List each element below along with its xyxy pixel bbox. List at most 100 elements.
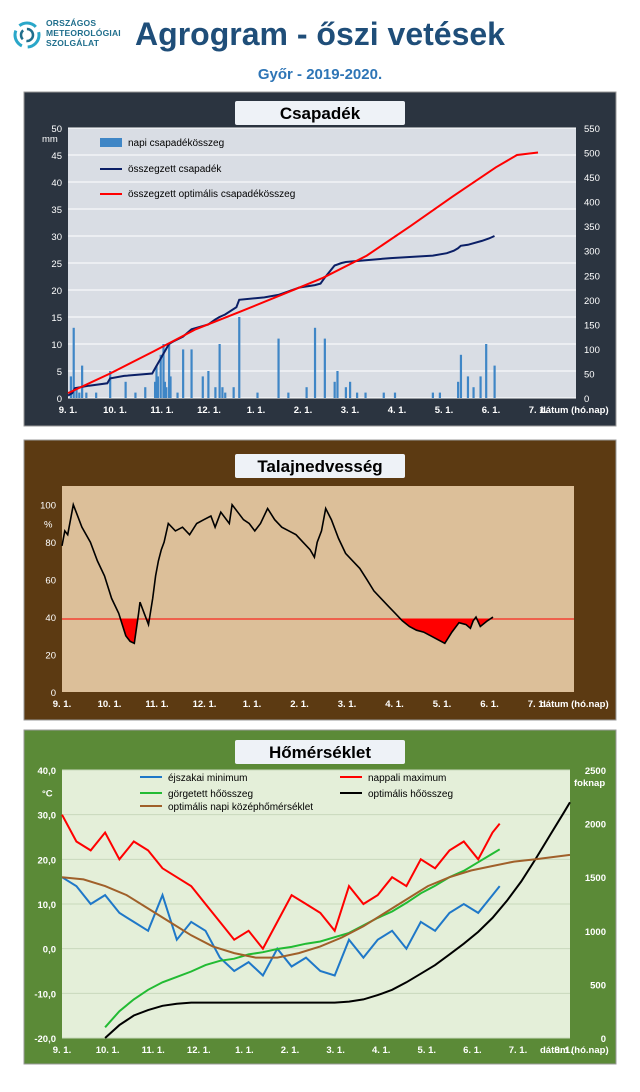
temp-y2-tick: 2000 — [585, 820, 606, 831]
temp-x-tick: 11. 1. — [142, 1045, 165, 1056]
precip-bar — [238, 317, 241, 398]
precip-y2-tick: 400 — [584, 198, 600, 209]
temp-legend-label: optimális napi középhőmérséklet — [168, 802, 313, 813]
soil-y-tick: 60 — [45, 576, 56, 587]
precip-bar — [169, 376, 172, 398]
precip-x-tick: 11. 1. — [150, 405, 173, 416]
precip-bar — [393, 392, 397, 398]
precip-bar — [75, 387, 78, 398]
soil-x-tick: 4. 1. — [385, 699, 404, 710]
precip-title: Csapadék — [280, 104, 361, 123]
precip-y-tick: 40 — [51, 178, 62, 189]
logo-line-2: METEOROLÓGIAI — [46, 28, 121, 38]
precip-y-tick: 0 — [57, 394, 62, 405]
precip-bar — [168, 344, 171, 398]
precip-y2-tick: 250 — [584, 271, 600, 282]
precip-bar — [333, 381, 336, 398]
precip-y-tick: 5 — [57, 367, 62, 378]
temp-y2-label: foknap — [574, 778, 605, 789]
precip-bar — [155, 365, 158, 398]
precip-bar — [207, 371, 210, 398]
soil-x-tick: 3. 1. — [338, 699, 357, 710]
temp-y-tick: 0,0 — [43, 945, 56, 956]
precip-bar — [364, 392, 367, 398]
temp-x-tick: 7. 1. — [509, 1045, 528, 1056]
temp-series-line — [104, 801, 571, 1039]
temp-y2-tick: 500 — [590, 980, 606, 991]
precip-y-label: mm — [42, 134, 58, 145]
precip-x-label: dátum (hó.nap) — [540, 405, 609, 416]
omsz-logo: ORSZÁGOS METEOROLÓGIAI SZOLGÁLAT — [12, 16, 132, 60]
precip-y2-tick: 0 — [584, 394, 589, 405]
legend-daily: napi csapadékösszeg — [128, 138, 224, 149]
soil-x-tick: 12. 1. — [193, 699, 217, 710]
precip-bar — [153, 381, 157, 398]
precip-bar — [72, 327, 75, 398]
precip-y-tick: 10 — [51, 340, 62, 351]
precip-bar — [95, 392, 98, 398]
temp-series-line — [61, 853, 571, 959]
precip-bar — [221, 387, 224, 398]
precip-bar — [201, 376, 204, 398]
precip-bar — [159, 354, 162, 398]
soil-title-box — [235, 454, 405, 478]
temp-title-box — [235, 740, 405, 764]
precip-x-tick: 1. 1. — [247, 405, 266, 416]
temp-x-tick: 12. 1. — [187, 1045, 211, 1056]
precip-bar — [459, 354, 463, 398]
soil-x-tick: 2. 1. — [290, 699, 309, 710]
precip-y2-tick: 450 — [584, 173, 600, 184]
temp-title: Hőmérséklet — [269, 743, 371, 762]
precip-bar — [277, 338, 280, 398]
precip-y2-tick: 150 — [584, 320, 600, 331]
precip-bar — [144, 387, 147, 398]
page-title: Agrogram - őszi vetések — [135, 16, 505, 52]
precip-y-tick: 30 — [51, 232, 62, 243]
precip-bar — [134, 392, 137, 398]
precip-y2-tick: 350 — [584, 222, 600, 233]
precip-bar — [224, 392, 227, 398]
precip-x-tick: 12. 1. — [197, 405, 221, 416]
temp-y-label: °C — [42, 788, 53, 799]
precip-bar — [466, 376, 470, 398]
precip-bar — [313, 327, 317, 398]
precip-bar — [479, 376, 482, 398]
soil-x-tick: 11. 1. — [145, 699, 168, 710]
precip-y-tick: 20 — [51, 286, 62, 297]
precip-bar — [162, 344, 165, 398]
soil-y-tick: 100 — [40, 501, 56, 512]
temp-y-tick: -20,0 — [34, 1034, 56, 1045]
precip-x-tick: 6. 1. — [482, 405, 501, 416]
precip-y-tick: 35 — [51, 205, 62, 216]
precip-y-tick: 15 — [51, 313, 62, 324]
soil-y-tick: 0 — [51, 688, 56, 699]
temp-x-tick: 8. 1. — [554, 1045, 573, 1056]
precip-x-tick: 7. 1. — [529, 405, 548, 416]
precip-bar — [78, 392, 81, 398]
temp-series-line — [61, 814, 501, 951]
precip-bar — [356, 392, 359, 398]
temp-y2-tick: 0 — [601, 1034, 606, 1045]
soil-y-tick: 40 — [45, 613, 56, 624]
precip-bar — [214, 387, 217, 398]
precip-bar — [382, 392, 385, 398]
precip-x-tick: 9. 1. — [59, 405, 78, 416]
precip-bar — [344, 387, 347, 398]
temp-x-tick: 9. 1. — [53, 1045, 72, 1056]
precip-y-tick: 50 — [51, 124, 62, 135]
legend-bar-swatch — [100, 138, 122, 147]
soil-title: Talajnedvesség — [257, 457, 382, 476]
logo-line-1: ORSZÁGOS — [46, 18, 97, 28]
precip-x-tick: 4. 1. — [388, 405, 407, 416]
logo-text: ORSZÁGOS METEOROLÓGIAI SZOLGÁLAT — [46, 18, 121, 48]
temp-y-tick: 30,0 — [38, 811, 57, 822]
precip-y-tick: 45 — [51, 151, 62, 162]
precip-y2-tick: 300 — [584, 247, 600, 258]
precip-title-box — [235, 101, 405, 125]
precip-bar — [176, 392, 179, 398]
soil-deficit-area — [62, 618, 494, 644]
precip-bar — [163, 381, 167, 398]
precip-bar — [69, 376, 73, 398]
precip-x-tick: 3. 1. — [341, 405, 360, 416]
temp-y-tick: -10,0 — [34, 989, 56, 1000]
